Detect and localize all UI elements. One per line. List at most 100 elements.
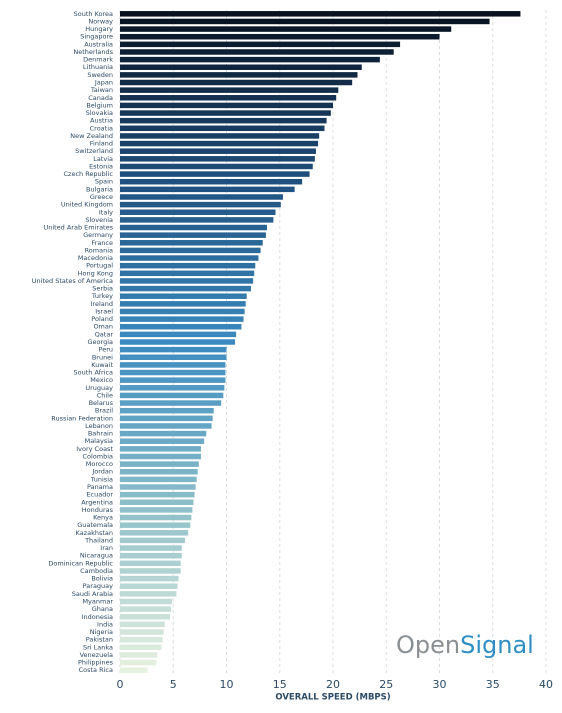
bar bbox=[120, 140, 319, 147]
bar bbox=[120, 247, 261, 254]
bar bbox=[120, 499, 194, 506]
y-tick-label: Sweden bbox=[87, 71, 113, 79]
bar bbox=[120, 156, 315, 162]
y-tick-label: United States of America bbox=[32, 277, 113, 285]
y-tick-label: Ecuador bbox=[86, 491, 113, 499]
y-tick-label: Kazakhstan bbox=[76, 529, 113, 537]
bar bbox=[120, 79, 353, 86]
y-tick-label: Belarus bbox=[89, 399, 114, 407]
bar bbox=[120, 644, 162, 651]
y-tick-label: Serbia bbox=[92, 285, 113, 293]
bar bbox=[120, 476, 197, 483]
bar bbox=[120, 385, 225, 391]
y-tick-label: Malaysia bbox=[85, 437, 113, 445]
x-tick-label: 30 bbox=[433, 678, 447, 691]
bar bbox=[120, 591, 177, 597]
y-tick-label: Guatemala bbox=[77, 521, 113, 529]
bar bbox=[120, 11, 521, 17]
y-tick-label: Thailand bbox=[84, 536, 113, 544]
bar bbox=[120, 64, 362, 70]
bar bbox=[120, 560, 181, 567]
y-tick-label: Colombia bbox=[82, 452, 113, 460]
y-tick-label: Singapore bbox=[80, 33, 113, 41]
y-tick-label: New Zealand bbox=[70, 132, 113, 140]
y-tick-label: Japan bbox=[94, 79, 113, 87]
y-tick-label: Myanmar bbox=[82, 597, 113, 605]
y-tick-label: Oman bbox=[93, 323, 113, 331]
y-tick-label: Italy bbox=[99, 208, 113, 216]
bar bbox=[120, 575, 179, 582]
bar bbox=[120, 346, 227, 353]
logo-open: Open bbox=[396, 631, 460, 659]
x-tick-label: 40 bbox=[539, 678, 553, 691]
bar bbox=[120, 26, 452, 32]
y-tick-label: Romania bbox=[85, 246, 113, 254]
y-tick-label: Norway bbox=[88, 17, 113, 25]
logo: OpenSignal bbox=[396, 631, 534, 659]
x-tick-label: 10 bbox=[220, 678, 234, 691]
y-tick-label: Israel bbox=[95, 307, 113, 315]
y-tick-label: Honduras bbox=[82, 506, 114, 514]
bar bbox=[120, 453, 201, 460]
x-tick-label: 15 bbox=[273, 678, 287, 691]
bar bbox=[120, 278, 254, 284]
y-tick-label: Philippines bbox=[78, 659, 114, 667]
bar bbox=[120, 659, 157, 666]
y-tick-label: Greece bbox=[90, 193, 113, 201]
y-tick-label: Costa Rica bbox=[79, 666, 113, 674]
bar bbox=[120, 522, 191, 528]
bar bbox=[120, 362, 226, 368]
bar bbox=[120, 201, 281, 208]
bar bbox=[120, 606, 172, 612]
bar bbox=[120, 316, 244, 322]
y-tick-label: Bolivia bbox=[91, 575, 113, 583]
y-tick-label: Tunisia bbox=[90, 475, 113, 483]
bar bbox=[120, 545, 182, 551]
bar bbox=[120, 209, 276, 216]
y-tick-label: United Arab Emirates bbox=[43, 224, 113, 232]
y-tick-label: Indonesia bbox=[82, 613, 113, 621]
bar bbox=[120, 125, 325, 132]
bar bbox=[120, 514, 192, 521]
bar bbox=[120, 438, 205, 444]
plot: 0 5 10 15 20 25 30 35 40 South KoreaNorwayHungary… bbox=[32, 10, 553, 691]
bar bbox=[120, 323, 242, 330]
y-tick-label: Saudi Arabia bbox=[72, 590, 113, 598]
y-tick-label: Germany bbox=[83, 231, 113, 239]
bar bbox=[120, 270, 255, 277]
bar bbox=[120, 415, 213, 422]
bar bbox=[120, 110, 331, 116]
bar bbox=[120, 331, 237, 338]
bar bbox=[120, 178, 303, 185]
bar bbox=[120, 102, 333, 109]
bar bbox=[120, 636, 163, 643]
y-tick-label: Slovenia bbox=[85, 216, 113, 224]
x-tick-label: 25 bbox=[379, 678, 393, 691]
y-tick-label: Bulgaria bbox=[86, 185, 113, 193]
bar bbox=[120, 400, 222, 406]
bar bbox=[120, 232, 266, 238]
bar bbox=[120, 293, 247, 299]
bar bbox=[120, 468, 198, 475]
y-tick-label: Paraguay bbox=[83, 582, 113, 590]
bar bbox=[120, 407, 214, 414]
y-tick-label: Qatar bbox=[95, 330, 114, 338]
y-tick-label: Turkey bbox=[91, 292, 113, 300]
bar bbox=[120, 446, 201, 452]
y-tick-label: Macedonia bbox=[78, 254, 113, 262]
bar bbox=[120, 652, 158, 658]
y-tick-label: Sri Lanka bbox=[83, 643, 113, 651]
bar bbox=[120, 552, 182, 559]
y-tick-label: Canada bbox=[88, 94, 113, 102]
y-tick-label: Nicaragua bbox=[80, 552, 113, 560]
y-tick-label: Ireland bbox=[91, 300, 113, 308]
bar bbox=[120, 72, 358, 78]
bar bbox=[120, 240, 263, 246]
bar bbox=[120, 186, 295, 193]
y-tick-label: Australia bbox=[84, 40, 113, 48]
bar bbox=[120, 56, 380, 63]
y-tick-label: Nigeria bbox=[90, 628, 113, 636]
bar bbox=[120, 614, 171, 620]
y-tick-label: Spain bbox=[95, 178, 113, 186]
y-tick-label: Denmark bbox=[83, 56, 113, 64]
